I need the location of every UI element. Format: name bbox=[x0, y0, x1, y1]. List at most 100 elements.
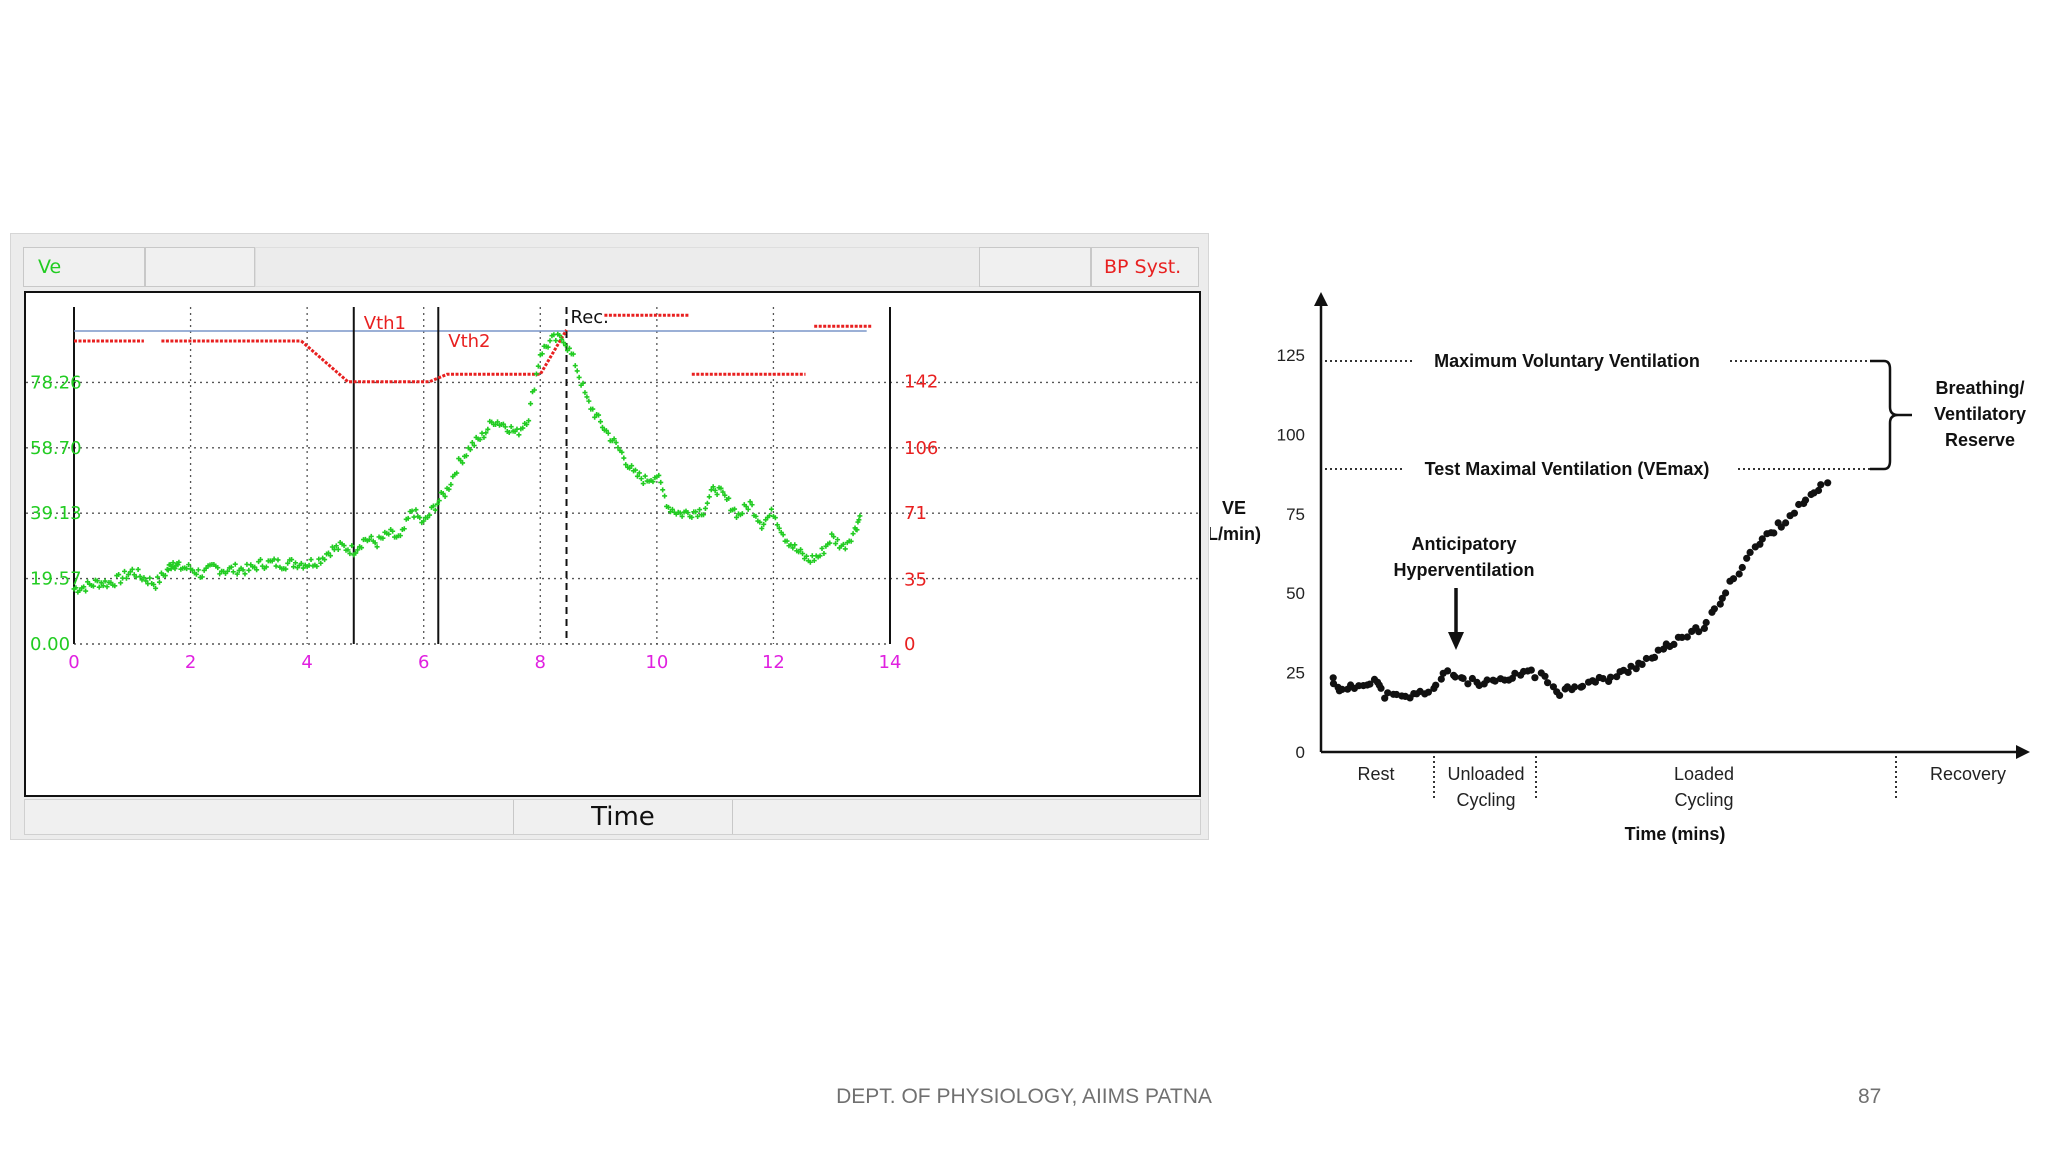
ve-point bbox=[467, 447, 473, 453]
ve-point bbox=[141, 575, 147, 581]
ve-dot bbox=[1531, 674, 1539, 682]
ve-point bbox=[224, 568, 230, 574]
ve-bp-chart: Vth1 Vth2 Rec. 0.00 19.57 39.13 58.70 78.26 0 35 7… bbox=[26, 307, 1199, 673]
ve-point bbox=[368, 533, 374, 539]
ve-point bbox=[170, 560, 176, 566]
ve-dot bbox=[1451, 673, 1459, 681]
ve-point bbox=[460, 460, 466, 466]
ve-point bbox=[749, 502, 755, 508]
x-tick-label: 0 bbox=[68, 652, 79, 673]
ve-dot bbox=[1544, 679, 1552, 687]
ve-point bbox=[285, 560, 291, 566]
ve-point bbox=[621, 455, 627, 461]
ve-point bbox=[545, 344, 551, 350]
ve-point bbox=[102, 578, 108, 584]
ve-dot bbox=[1541, 672, 1549, 680]
ve-dot bbox=[1801, 496, 1810, 504]
ve-point bbox=[656, 472, 662, 478]
ve-point bbox=[193, 571, 199, 577]
ve-dot bbox=[1650, 653, 1659, 661]
ve-point bbox=[477, 437, 483, 443]
ve-point bbox=[298, 560, 304, 566]
ve-point bbox=[739, 511, 745, 517]
ve-point bbox=[734, 514, 740, 520]
ve-point bbox=[669, 506, 675, 512]
ve-tick-label: 19.57 bbox=[30, 569, 82, 590]
x-tick-label: 4 bbox=[301, 652, 312, 673]
ve-point bbox=[574, 368, 580, 374]
ve-point bbox=[135, 566, 141, 572]
ve-point bbox=[359, 545, 365, 551]
ve-point bbox=[390, 528, 396, 534]
ve-point bbox=[186, 562, 192, 568]
ve-dot bbox=[1444, 667, 1452, 675]
ve-point bbox=[704, 500, 710, 506]
ve-point bbox=[442, 493, 448, 499]
x-axis-arrow-icon bbox=[2016, 745, 2030, 759]
ve-point bbox=[689, 514, 695, 520]
ve-dot bbox=[1746, 548, 1754, 556]
page-number: 87 bbox=[1858, 1085, 1882, 1108]
ve-point bbox=[283, 566, 289, 572]
ve-point bbox=[322, 557, 328, 563]
ve-dot bbox=[1824, 479, 1832, 487]
ve-point bbox=[563, 342, 569, 348]
phase-label: Recovery bbox=[1930, 764, 2006, 784]
ve-point bbox=[413, 507, 419, 513]
ve-point bbox=[718, 485, 724, 491]
ve-point bbox=[386, 531, 392, 537]
ve-point bbox=[405, 515, 411, 521]
ve-point bbox=[409, 508, 415, 514]
ve-header-label: Ve bbox=[23, 247, 145, 287]
ve-point bbox=[743, 503, 749, 509]
ve-tick-label: 39.13 bbox=[30, 503, 82, 524]
ve-point bbox=[246, 567, 252, 573]
phase-label: Cycling bbox=[1674, 790, 1733, 810]
ve-point bbox=[702, 505, 708, 511]
ve-point bbox=[165, 567, 171, 573]
ve-point bbox=[446, 486, 452, 492]
ve-bp-screenshot-panel: Ve BP Syst. Vth1 Vth2 Rec. 0.00 19.57 39.13 58… bbox=[10, 233, 1209, 840]
ve-point bbox=[747, 499, 753, 505]
ve-point bbox=[759, 525, 765, 531]
ve-point bbox=[590, 406, 596, 412]
anticipatory-label-line: Hyperventilation bbox=[1393, 560, 1534, 580]
ve-dot bbox=[1624, 668, 1632, 676]
y-axis-title-line2: L/min) bbox=[1210, 524, 1261, 544]
ve-point bbox=[576, 374, 582, 380]
ve-dot bbox=[1381, 694, 1389, 702]
ve-point bbox=[829, 531, 835, 537]
ve-point bbox=[289, 557, 295, 563]
ve-point bbox=[693, 509, 699, 515]
ve-point bbox=[638, 476, 644, 482]
phase-label: Unloaded bbox=[1447, 764, 1524, 784]
ve-point bbox=[553, 338, 559, 344]
ve-point bbox=[434, 501, 440, 507]
ve-dot bbox=[1695, 628, 1703, 636]
phase-label: Cycling bbox=[1456, 790, 1515, 810]
ve-point bbox=[81, 584, 87, 590]
ve-point bbox=[118, 580, 124, 586]
ve-point bbox=[706, 494, 712, 500]
ve-point bbox=[263, 564, 269, 570]
ve-point bbox=[258, 557, 264, 563]
ve-point bbox=[685, 510, 691, 516]
ve-point bbox=[580, 380, 586, 386]
reserve-label-line: Breathing/ bbox=[1935, 378, 2024, 398]
ve-point bbox=[254, 567, 260, 573]
ve-point bbox=[271, 556, 277, 562]
x-tick-label: 8 bbox=[535, 652, 546, 673]
ve-dot bbox=[1424, 688, 1432, 696]
ve-point bbox=[327, 553, 333, 559]
ve-point bbox=[557, 332, 563, 338]
ve-dot bbox=[1722, 589, 1730, 597]
ve-point bbox=[217, 571, 223, 577]
ve-dot bbox=[1483, 676, 1491, 684]
ve-point bbox=[122, 568, 128, 574]
bp-tick-label: 71 bbox=[904, 503, 927, 524]
ve-point bbox=[833, 541, 839, 547]
ve-dot bbox=[1678, 633, 1686, 641]
ve-point bbox=[611, 436, 617, 442]
x-axis-title: Time (mins) bbox=[1625, 824, 1726, 844]
ve-dot bbox=[1578, 682, 1587, 690]
